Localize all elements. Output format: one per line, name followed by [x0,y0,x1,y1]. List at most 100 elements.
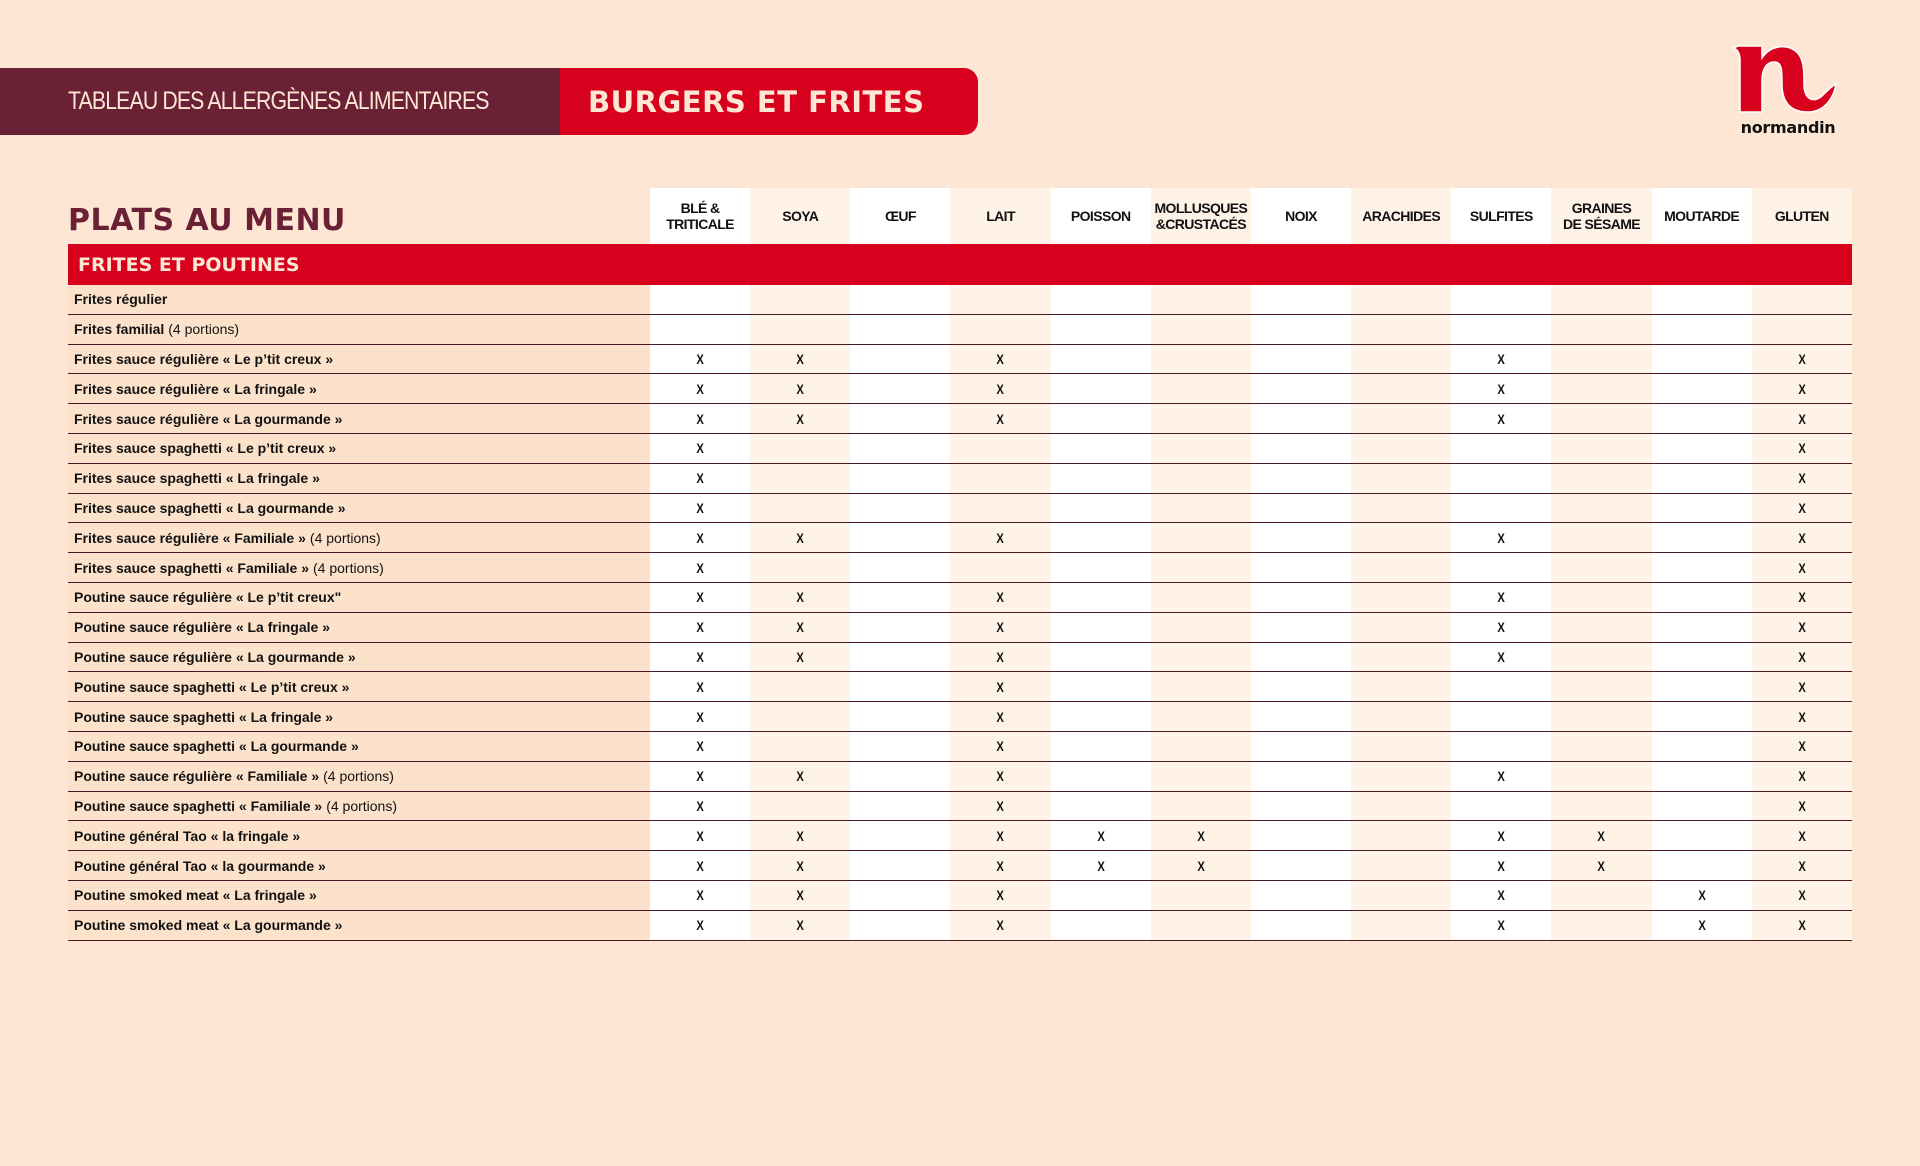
section-header: FRITES ET POUTINES [68,244,1852,285]
allergen-cell: X [1751,433,1852,463]
allergen-cell: X [1050,851,1151,880]
allergen-cell: X [1751,493,1852,523]
allergen-cell [1651,314,1752,344]
logo-text: normandin [1740,118,1836,137]
allergen-mark: X [996,350,1005,367]
dish-name-cell: Frites sauce spaghetti « Familiale » (4 p… [68,553,650,582]
allergen-mark: X [996,797,1005,814]
allergen-cell: X [1751,910,1852,940]
table-row: Frites sauce spaghetti « La gourmande » X… [68,493,1852,524]
allergen-cell: X [1751,672,1852,702]
allergen-table: PLATS AU MENU BLÉ & TRITICALE SOYA ŒUF LAIT… [68,188,1852,941]
allergen-cell [1250,433,1352,463]
allergen-mark: X [1096,857,1105,874]
allergen-mark: X [796,768,804,785]
allergen-mark: X [796,857,804,874]
allergen-cell [1551,761,1652,791]
dish-name-cell: Frites sauce régulière « La gourmande » [68,404,650,433]
dish-name: Frites sauce régulière « La gourmande » [74,410,343,427]
allergen-cell [850,404,951,433]
table-row: Poutine sauce spaghetti « La gourmande »… [68,731,1852,762]
dish-name-cell: Poutine sauce régulière « Familiale » (4 … [68,761,650,791]
allergen-cell [1351,851,1452,880]
allergen-cell [1250,285,1352,314]
allergen-cell: X [1451,851,1552,880]
allergen-mark: X [696,678,704,695]
allergen-cell: X [950,672,1051,702]
allergen-mark: X [696,797,704,814]
allergen-cell [750,672,851,702]
allergen-cell [1551,791,1652,821]
allergen-cell [850,731,951,761]
allergen-cell [1651,612,1752,642]
dish-name-cell: Frites sauce spaghetti « La fringale » [68,463,650,493]
allergen-cell: X [1751,702,1852,731]
allergen-cell [850,851,951,880]
dish-name-cell: Poutine sauce spaghetti « La fringale » [68,702,650,731]
allergen-cell: X [1751,374,1852,404]
allergen-cell [650,314,751,344]
allergen-cell [1250,821,1352,851]
allergen-cell [1751,314,1852,344]
table-row: Poutine général Tao « la fringale » X X X X X… [68,821,1852,852]
dish-portion-note: (4 portions) [326,797,398,814]
allergen-cell [1451,791,1552,821]
allergen-cell [1651,702,1752,731]
table-row: Poutine smoked meat « La fringale » X X X X X… [68,880,1852,911]
allergen-cell: X [950,582,1051,612]
allergen-cell [1250,761,1352,791]
allergen-cell [1651,404,1752,433]
allergen-cell [1250,374,1352,404]
allergen-mark: X [1096,827,1105,844]
allergen-mark: X [796,529,804,546]
allergen-cell: X [950,761,1051,791]
allergen-cell [850,612,951,642]
allergen-cell [1050,523,1151,553]
allergen-cell [1351,344,1452,374]
allergen-cell [1551,433,1652,463]
allergen-mark: X [1798,559,1806,576]
allergen-cell: X [1451,582,1552,612]
allergen-cell [1651,851,1752,880]
column-header: GLUTEN [1751,188,1852,244]
dish-name-cell: Poutine smoked meat « La gourmande » [68,910,650,940]
allergen-mark: X [1798,708,1806,725]
allergen-mark: X [996,827,1005,844]
allergen-mark: X [696,529,704,546]
allergen-cell [1351,553,1452,582]
allergen-cell [1351,433,1452,463]
allergen-cell [1150,374,1251,404]
allergen-cell [1150,523,1251,553]
allergen-cell [1551,404,1652,433]
allergen-mark: X [1798,827,1806,844]
allergen-cell [1050,404,1151,433]
dish-name-cell: Frites sauce régulière « Le p’tit creux … [68,344,650,374]
allergen-mark: X [1798,440,1806,457]
dish-portion-note: (4 portions) [309,529,381,546]
allergen-cell: X [750,523,851,553]
table-row: Frites sauce régulière « Familiale » (4 p… [68,523,1852,554]
allergen-cell [1551,285,1652,314]
allergen-cell [1551,702,1652,731]
allergen-cell: X [1751,761,1852,791]
allergen-cell: X [1751,821,1852,851]
allergen-cell [850,523,951,553]
allergen-cell: X [1751,642,1852,672]
allergen-cell [1651,433,1752,463]
header-subtitle: TABLEAU DES ALLERGÈNES ALIMENTAIRES [68,87,489,115]
allergen-cell [1451,493,1552,523]
allergen-cell: X [1751,344,1852,374]
allergen-cell [850,314,951,344]
allergen-cell: X [650,702,751,731]
allergen-cell [1150,582,1251,612]
allergen-cell [1351,821,1452,851]
dish-name: Poutine sauce spaghetti « Le p’tit creux… [74,678,350,695]
table-row: Poutine général Tao « la gourmande » X X X X… [68,851,1852,881]
allergen-mark: X [1497,589,1506,606]
table-row: Frites régulier [68,285,1852,315]
allergen-mark: X [996,738,1005,755]
allergen-cell [1150,285,1251,314]
allergen-cell [1150,493,1251,523]
allergen-cell [1451,702,1552,731]
normandin-logo: normandin [1732,40,1844,140]
